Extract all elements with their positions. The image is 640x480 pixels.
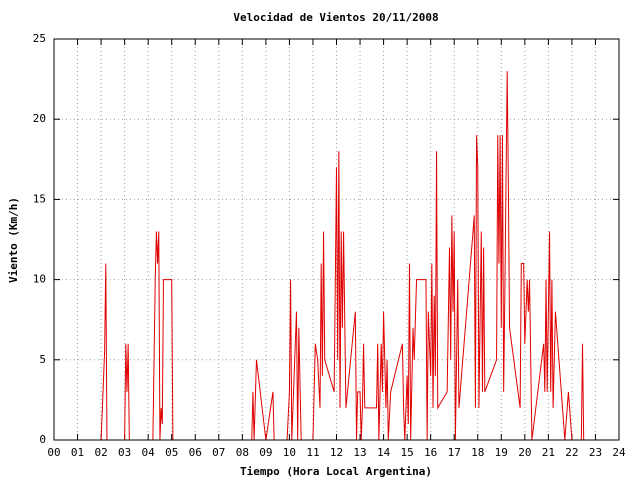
wind-line	[54, 71, 587, 441]
x-tick-label: 06	[189, 446, 202, 459]
y-tick-label: 15	[33, 192, 46, 205]
x-tick-label: 10	[283, 446, 296, 459]
x-tick-label: 03	[118, 446, 131, 459]
x-tick-label: 13	[353, 446, 366, 459]
x-tick-label: 00	[47, 446, 60, 459]
y-tick-label: 10	[33, 273, 46, 286]
y-tick-label: 5	[39, 353, 46, 366]
x-tick-label: 24	[612, 446, 626, 459]
x-tick-label: 02	[94, 446, 107, 459]
x-tick-label: 11	[306, 446, 319, 459]
x-tick-label: 08	[236, 446, 249, 459]
x-tick-label: 15	[401, 446, 414, 459]
x-tick-label: 01	[71, 446, 84, 459]
x-tick-label: 07	[212, 446, 225, 459]
chart-title: Velocidad de Vientos 20/11/2008	[233, 11, 438, 24]
x-tick-label: 12	[330, 446, 343, 459]
x-tick-label: 04	[142, 446, 156, 459]
y-tick-label: 20	[33, 112, 46, 125]
x-tick-label: 19	[495, 446, 508, 459]
x-tick-label: 14	[377, 446, 391, 459]
y-tick-label: 25	[33, 32, 46, 45]
plot-border	[53, 38, 620, 441]
y-tick-label: 0	[39, 433, 46, 446]
x-tick-label: 17	[448, 446, 461, 459]
x-tick-label: 23	[589, 446, 602, 459]
x-axis-label: Tiempo (Hora Local Argentina)	[240, 465, 432, 478]
x-tick-label: 20	[518, 446, 531, 459]
x-tick-label: 18	[471, 446, 484, 459]
x-tick-label: 09	[259, 446, 272, 459]
x-tick-label: 22	[565, 446, 578, 459]
y-axis-label: Viento (Km/h)	[7, 197, 20, 283]
x-tick-label: 05	[165, 446, 178, 459]
x-tick-label: 16	[424, 446, 437, 459]
x-tick-label: 21	[542, 446, 555, 459]
